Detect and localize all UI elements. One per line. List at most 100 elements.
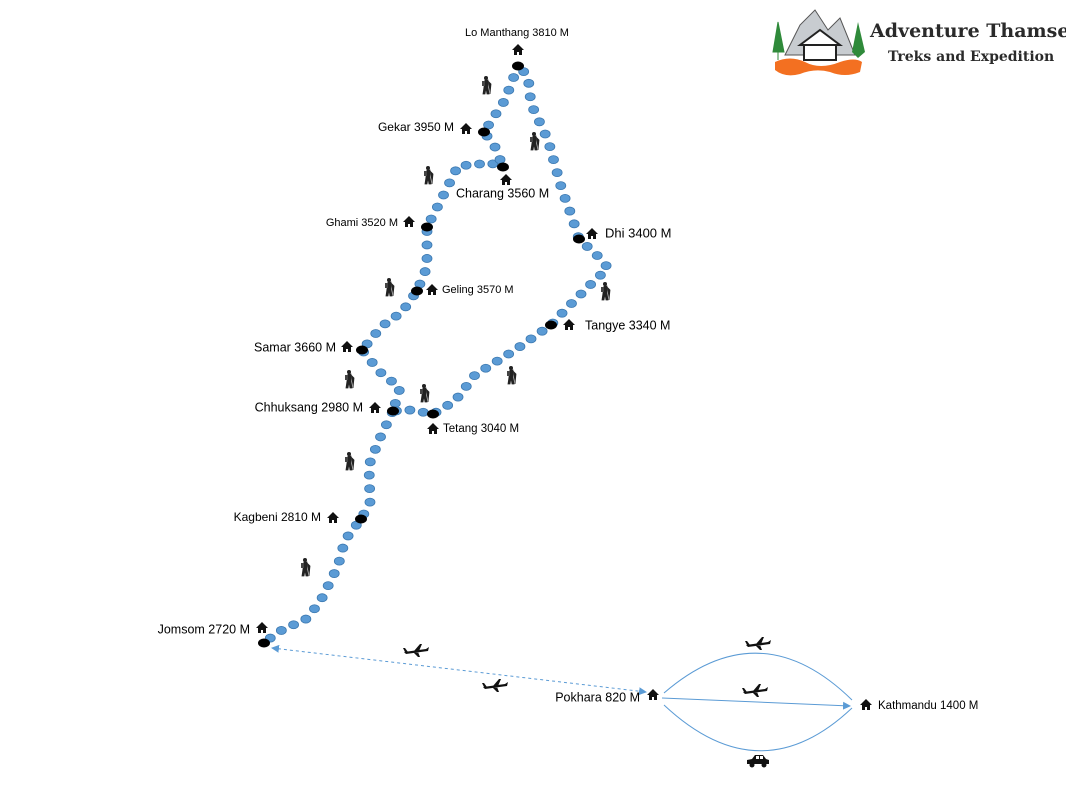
- trail-dot: [288, 620, 299, 630]
- stop: [355, 514, 367, 524]
- trail-dot: [460, 160, 472, 170]
- trail-dot: [452, 392, 464, 402]
- trail-dot: [322, 581, 334, 591]
- trail-dot: [328, 569, 340, 578]
- trail-dot: [469, 371, 480, 381]
- stop: [258, 638, 270, 648]
- trail-dot: [564, 206, 576, 216]
- trail-dot: [474, 159, 485, 169]
- trail-dot: [444, 178, 455, 188]
- trail-dot: [337, 543, 349, 553]
- trail-dot: [404, 405, 416, 415]
- trail-dot: [438, 190, 449, 200]
- trail-dot: [487, 159, 499, 169]
- trail-dot: [386, 376, 397, 386]
- trail-dot: [503, 349, 515, 359]
- trail-dot: [375, 368, 387, 378]
- trail: [258, 61, 612, 648]
- trail-dot: [555, 181, 567, 191]
- stop: [573, 234, 585, 244]
- place-label: Samar 3660 M: [254, 340, 336, 354]
- trail-dot: [370, 329, 382, 338]
- trail-dot: [523, 78, 535, 88]
- trail-dot: [309, 604, 320, 614]
- trail-dot: [364, 457, 376, 467]
- trail-dot: [503, 85, 515, 95]
- trail-dot: [497, 98, 509, 107]
- house-icon: [860, 699, 872, 710]
- house-icon: [369, 402, 381, 413]
- trail-dot: [366, 358, 378, 367]
- logo-tagline: Treks and Expedition: [888, 49, 1054, 65]
- stop: [478, 127, 490, 137]
- trail-dot: [400, 302, 412, 312]
- trail-dot: [544, 142, 556, 152]
- trail-dot: [425, 214, 437, 224]
- trail-dot: [431, 202, 443, 212]
- trail-dot: [363, 470, 375, 480]
- trail-dot: [442, 400, 454, 410]
- trail-dot: [393, 386, 405, 395]
- place-label: Kagbeni 2810 M: [234, 510, 321, 524]
- trail-dot: [528, 105, 540, 115]
- place-label: Tetang 3040 M: [443, 423, 519, 435]
- trail-dot: [369, 444, 381, 454]
- trail-dot: [534, 117, 545, 127]
- trail-dot: [450, 166, 461, 176]
- labels: Lo Manthang 3810 M Gekar 3950 M Charang 35…: [158, 27, 979, 712]
- place-label: Kathmandu 1400 M: [878, 700, 978, 712]
- stop: [411, 286, 423, 296]
- place-label: Jomsom 2720 M: [158, 622, 250, 636]
- place-label: Tangye 3340 M: [585, 318, 670, 332]
- house-icon: [563, 319, 575, 330]
- trail-dot: [380, 420, 392, 430]
- house-icon: [256, 622, 268, 633]
- trail-dot: [375, 432, 386, 442]
- stop: [421, 222, 433, 232]
- stop: [512, 61, 524, 71]
- trail-dot: [539, 129, 551, 139]
- trail-dot: [389, 398, 401, 408]
- house-icon: [647, 689, 659, 700]
- trail-dot: [417, 407, 429, 417]
- trail-dot: [364, 484, 376, 494]
- place-label: Chhuksang 2980 M: [255, 400, 363, 414]
- house-icon: [427, 423, 439, 434]
- trail-dot: [575, 289, 587, 299]
- logo: Adventure Thamserku Treks and Expedition: [772, 9, 1066, 76]
- trail-dot: [568, 219, 580, 229]
- transport-routes: [271, 637, 853, 768]
- house-icon: [586, 228, 598, 239]
- trail-dot: [390, 311, 402, 321]
- house-icon: [500, 174, 512, 185]
- logo-name: Adventure Thamserku: [869, 20, 1066, 42]
- place-label: Dhi 3400 M: [605, 225, 671, 240]
- house-icon: [426, 284, 438, 295]
- trail-dot: [551, 168, 563, 178]
- place-label: Pokhara 820 M: [555, 690, 640, 704]
- trail-dot: [491, 356, 503, 366]
- trail-dot: [480, 363, 492, 373]
- trail-dot: [364, 497, 376, 507]
- place-label: Geling 3570 M: [442, 284, 514, 296]
- trail-dot: [419, 267, 431, 276]
- stop: [387, 406, 399, 416]
- stop: [497, 162, 509, 172]
- trail-dot: [559, 194, 571, 203]
- trail-dot: [460, 381, 472, 391]
- place-label: Charang 3560 M: [456, 186, 549, 200]
- trail-dot: [536, 326, 548, 336]
- trail-dot: [591, 251, 603, 260]
- place-label: Lo Manthang 3810 M: [465, 27, 569, 39]
- house-icon: [403, 216, 415, 227]
- house-icon: [460, 123, 472, 134]
- stop: [545, 320, 557, 330]
- trail-dot: [600, 261, 612, 271]
- trail-dot: [556, 308, 568, 318]
- trail-dot: [548, 155, 559, 165]
- trail-dot: [421, 240, 433, 250]
- trail-dot: [524, 92, 536, 102]
- trail-dot: [483, 120, 494, 130]
- trail-dot: [508, 73, 520, 82]
